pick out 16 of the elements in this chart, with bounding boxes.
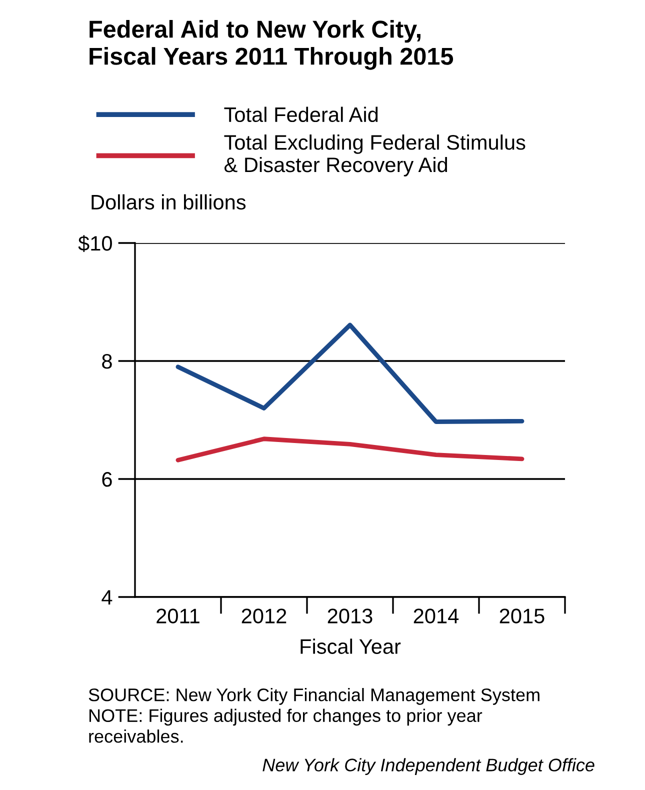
y-tick-label: 6 (102, 472, 112, 487)
x-tick-label: 2015 (500, 608, 544, 624)
y-tick-label: $10 (78, 235, 112, 252)
y-axis-title: Dollars in billions (92, 194, 246, 210)
x-axis-title: Fiscal Year (300, 638, 401, 654)
x-tick-label: 2014 (414, 608, 459, 624)
chart-title: Federal Aid to New York City, Fiscal Years 2011 Through 2015 (90, 20, 454, 70)
y-tick-label: 8 (102, 354, 112, 369)
x-tick-label: 2013 (328, 608, 372, 624)
x-tick-label: 2011 (156, 608, 200, 624)
y-tick-label: 4 (102, 590, 112, 605)
legend-label: Total Excluding Federal Stimulus & Disaster Recovery Aid (224, 134, 526, 176)
text: New York City Independent Budget Office (262, 758, 594, 775)
legend-label: Total Federal Aid (224, 106, 378, 122)
source-note: SOURCE: New York City Financial Management System NOTE: Figures adjusted for changes to prior year receivables. (88, 688, 540, 743)
x-tick-label: 2012 (242, 608, 286, 624)
